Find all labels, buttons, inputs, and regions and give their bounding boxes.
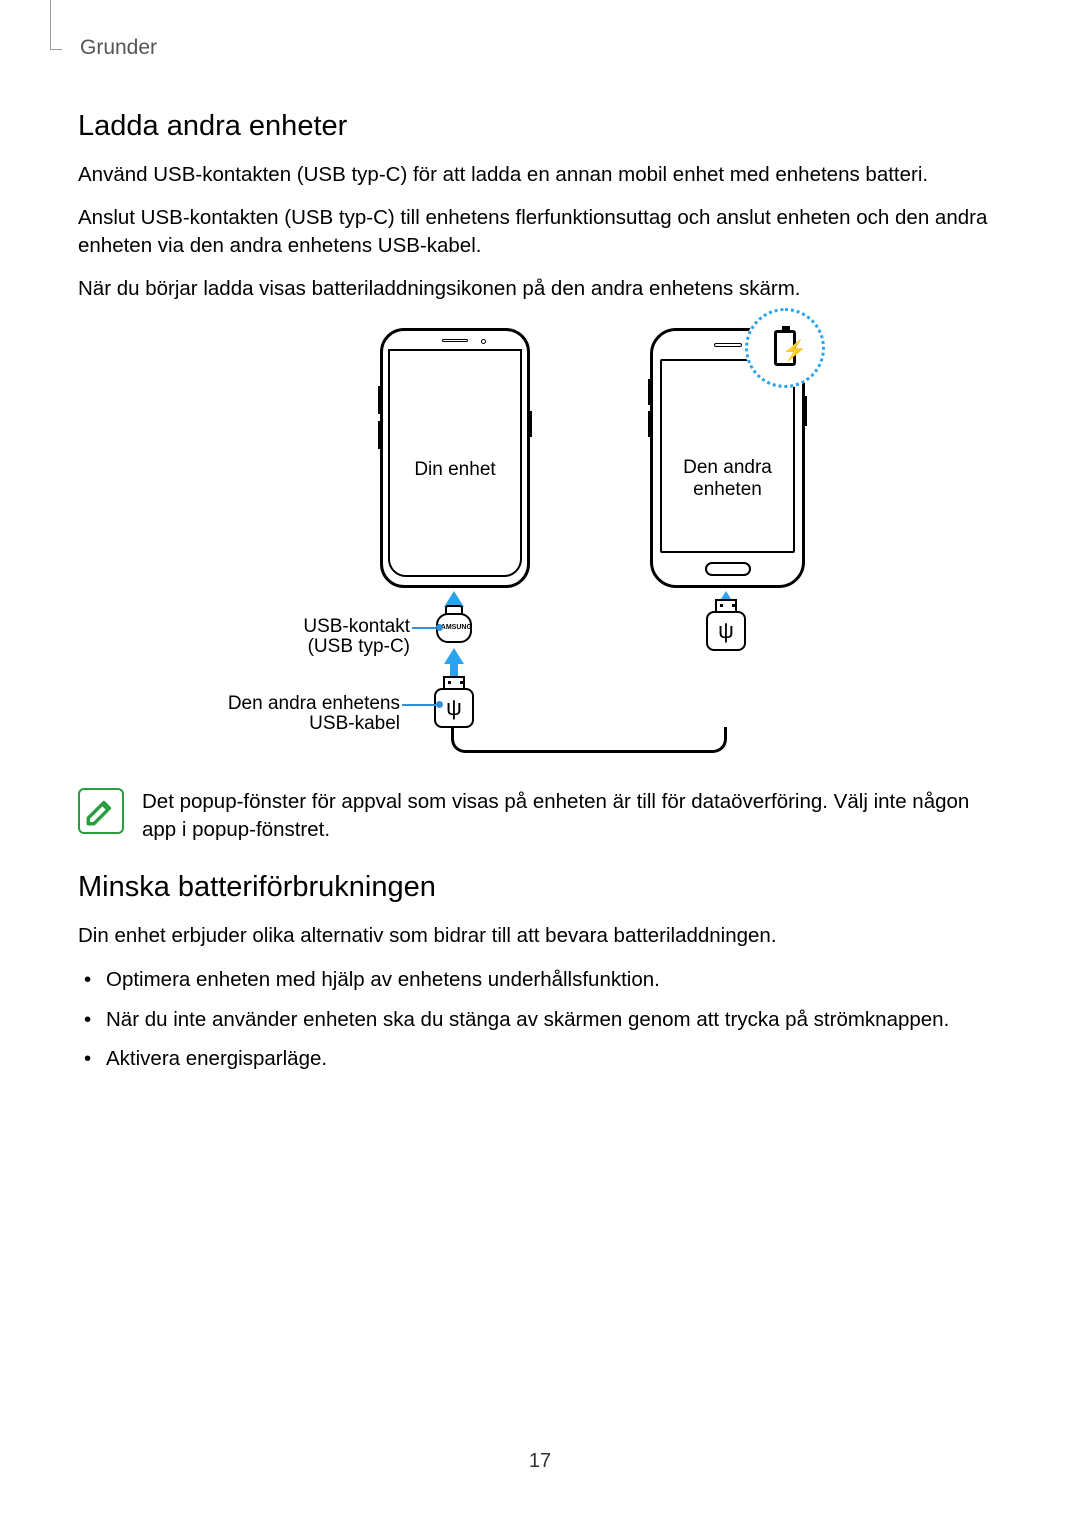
other-device-label-1: Den andra bbox=[662, 457, 793, 479]
home-button-icon bbox=[705, 562, 751, 576]
other-device-label-2: enheten bbox=[662, 479, 793, 501]
list-item: Optimera enheten med hjälp av enhetens u… bbox=[106, 965, 1002, 995]
battery-charging-highlight: ⚡ bbox=[745, 308, 825, 388]
section-header: Grunder bbox=[80, 36, 157, 60]
para-1: Använd USB-kontakten (USB typ-C) för att… bbox=[78, 161, 1002, 190]
list-item: När du inte använder enheten ska du stän… bbox=[106, 1005, 1002, 1035]
usb-cable bbox=[451, 727, 727, 753]
leader-line bbox=[412, 627, 436, 629]
bullet-list: Optimera enheten med hjälp av enhetens u… bbox=[78, 965, 1002, 1074]
arrow-stem bbox=[450, 662, 458, 676]
para-3: När du börjar ladda visas batteriladdnin… bbox=[78, 275, 1002, 304]
earpiece-icon bbox=[442, 339, 468, 342]
leader-line bbox=[402, 704, 436, 706]
side-button-icon bbox=[378, 421, 381, 449]
note-block: Det popup-fönster för appval som visas p… bbox=[78, 788, 1002, 845]
heading-charge-other: Ladda andra enheter bbox=[78, 110, 1002, 143]
your-device-phone: Din enhet bbox=[380, 328, 530, 588]
side-button-icon bbox=[378, 386, 381, 414]
para-2: Anslut USB-kontakten (USB typ-C) till en… bbox=[78, 204, 1002, 261]
usb-connector-label-2: (USB typ-C) bbox=[220, 636, 410, 658]
phone-screen: Din enhet bbox=[388, 349, 522, 577]
usb-a-plug-icon: ψ bbox=[434, 688, 474, 728]
battery-icon: ⚡ bbox=[774, 330, 796, 366]
other-cable-label-2: USB-kabel bbox=[150, 713, 400, 735]
leader-dot bbox=[436, 624, 443, 631]
usb-connector-label-1: USB-kontakt bbox=[220, 616, 410, 638]
side-button-icon bbox=[648, 411, 651, 437]
note-icon bbox=[78, 788, 124, 834]
other-cable-label-1: Den andra enhetens bbox=[150, 693, 400, 715]
page-number: 17 bbox=[0, 1450, 1080, 1473]
note-text: Det popup-fönster för appval som visas p… bbox=[142, 788, 1002, 845]
your-device-label: Din enhet bbox=[390, 459, 520, 481]
list-item: Aktivera energisparläge. bbox=[106, 1044, 1002, 1074]
page-content: Ladda andra enheter Använd USB-kontakten… bbox=[78, 110, 1002, 1084]
section2-intro: Din enhet erbjuder olika alternativ som … bbox=[78, 922, 1002, 951]
side-button-icon bbox=[804, 396, 807, 426]
heading-reduce-battery: Minska batteriförbrukningen bbox=[78, 871, 1002, 904]
usb-plug-icon: ψ bbox=[706, 611, 746, 651]
leader-dot bbox=[436, 701, 443, 708]
charging-diagram: Din enhet Den andra enheten ⚡ SAMSUNG bbox=[190, 318, 890, 768]
earpiece-icon bbox=[714, 343, 742, 347]
camera-dot-icon bbox=[481, 339, 486, 344]
side-button-icon bbox=[529, 411, 532, 437]
bolt-icon: ⚡ bbox=[782, 338, 807, 363]
header-tab-decor bbox=[50, 0, 62, 50]
phone-screen: Den andra enheten bbox=[660, 359, 795, 553]
side-button-icon bbox=[648, 379, 651, 405]
